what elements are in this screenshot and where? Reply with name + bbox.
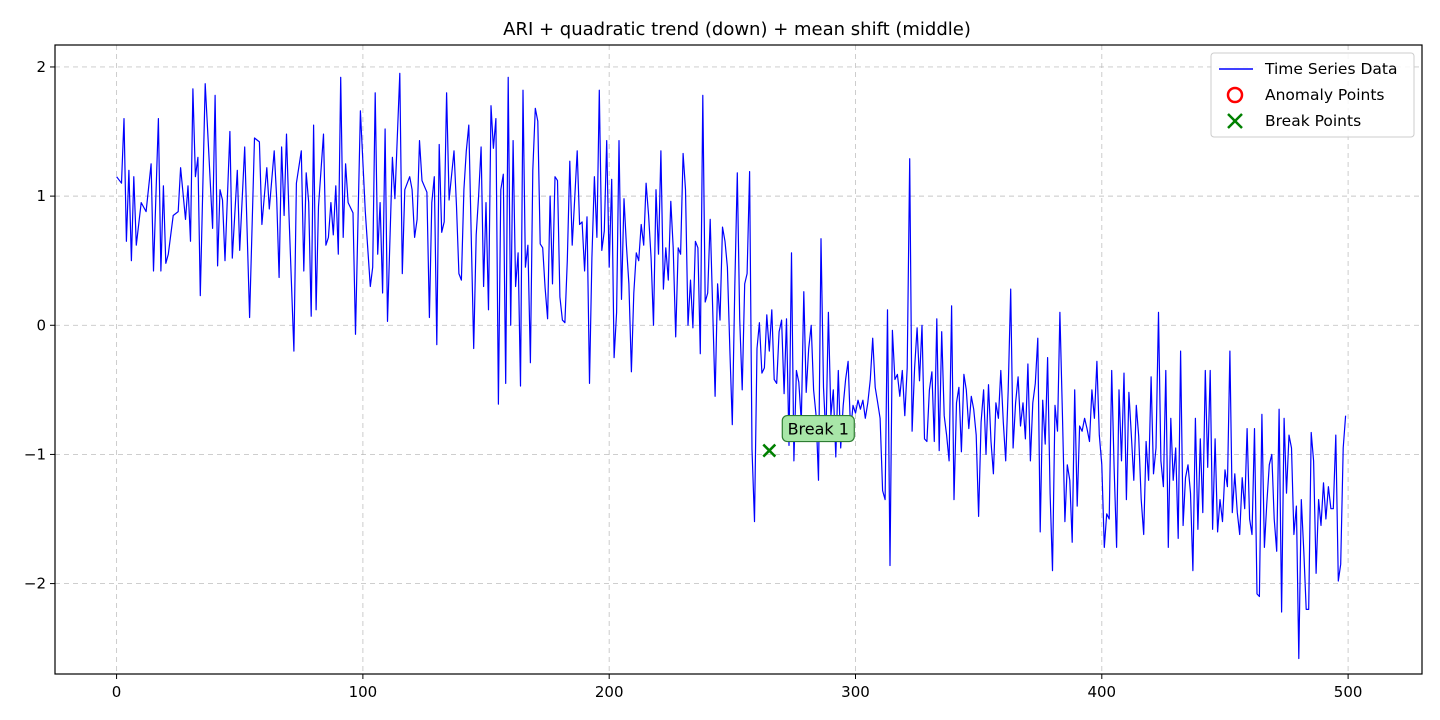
y-tick-label: 0 bbox=[36, 316, 46, 334]
x-tick-label: 300 bbox=[841, 683, 870, 701]
x-tick-label: 0 bbox=[112, 683, 122, 701]
y-tick-label: −2 bbox=[24, 575, 46, 593]
legend-label: Time Series Data bbox=[1264, 60, 1397, 78]
x-tick-label: 100 bbox=[349, 683, 378, 701]
x-tick-label: 500 bbox=[1334, 683, 1363, 701]
break-point-marker bbox=[762, 443, 777, 458]
legend-label: Anomaly Points bbox=[1265, 86, 1384, 104]
plot-area bbox=[116, 72, 1347, 660]
break-label-box bbox=[781, 414, 855, 443]
y-tick-label: −1 bbox=[24, 445, 46, 463]
annotation-layer: Break 1 bbox=[762, 414, 855, 458]
legend-frame bbox=[1210, 52, 1415, 138]
ticks-layer: 0 100 200 300 400 500 −2 −1 0 1 2 bbox=[24, 58, 1363, 701]
x-tick-label: 200 bbox=[595, 683, 624, 701]
legend-label: Break Points bbox=[1265, 112, 1361, 130]
legend: Time Series Data Anomaly Points Break Poin… bbox=[1210, 52, 1415, 138]
chart-title: ARI + quadratic trend (down) + mean shif… bbox=[503, 19, 971, 40]
series-line-time-series-data bbox=[116, 72, 1347, 660]
legend-circle-swatch bbox=[1226, 86, 1244, 104]
legend-x-swatch bbox=[1227, 113, 1243, 129]
y-tick-label: 2 bbox=[36, 58, 46, 76]
break-point-x-stroke bbox=[762, 443, 777, 458]
axes-frame bbox=[54, 44, 1423, 675]
x-tick-label: 400 bbox=[1087, 683, 1116, 701]
y-tick-label: 1 bbox=[36, 187, 46, 205]
break-label-text: Break 1 bbox=[788, 420, 849, 439]
